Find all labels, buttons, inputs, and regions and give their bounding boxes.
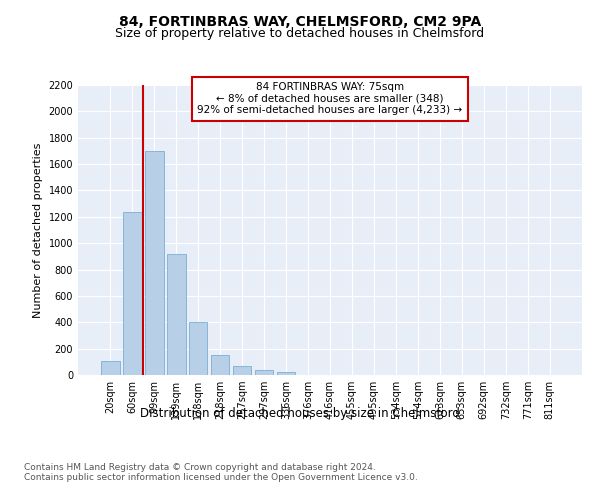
Bar [101, 360, 119, 375]
Bar [189, 322, 208, 375]
Bar [255, 370, 274, 375]
Bar [167, 254, 185, 375]
Y-axis label: Number of detached properties: Number of detached properties [33, 142, 43, 318]
Text: Contains public sector information licensed under the Open Government Licence v3: Contains public sector information licen… [24, 472, 418, 482]
Text: Distribution of detached houses by size in Chelmsford: Distribution of detached houses by size … [140, 408, 460, 420]
Text: Size of property relative to detached houses in Chelmsford: Size of property relative to detached ho… [115, 28, 485, 40]
Text: Contains HM Land Registry data © Crown copyright and database right 2024.: Contains HM Land Registry data © Crown c… [24, 462, 376, 471]
Text: 84, FORTINBRAS WAY, CHELMSFORD, CM2 9PA: 84, FORTINBRAS WAY, CHELMSFORD, CM2 9PA [119, 15, 481, 29]
Bar [233, 366, 251, 375]
Bar [123, 212, 142, 375]
Bar [211, 355, 229, 375]
Bar [277, 372, 295, 375]
Bar [145, 151, 164, 375]
Text: 84 FORTINBRAS WAY: 75sqm
← 8% of detached houses are smaller (348)
92% of semi-d: 84 FORTINBRAS WAY: 75sqm ← 8% of detache… [197, 82, 463, 116]
